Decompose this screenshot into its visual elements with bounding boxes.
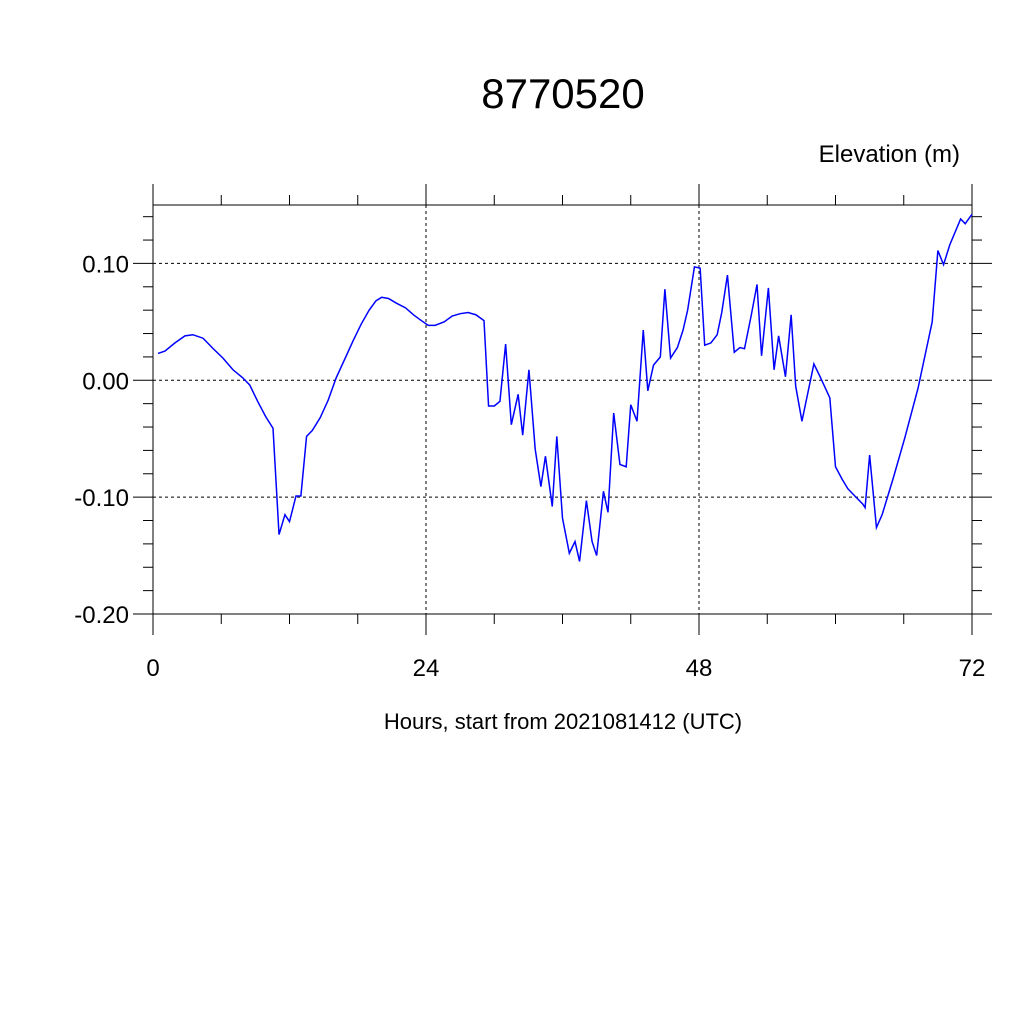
x-tick-label: 72 [959,655,986,682]
y-axis-label: Elevation (m) [819,141,960,168]
y-tick-label: -0.20 [74,602,129,629]
y-tick-label: 0.00 [82,368,129,395]
chart-title: 8770520 [481,70,645,117]
x-tick-label: 0 [146,655,159,682]
y-tick-label: 0.10 [82,251,129,278]
x-axis-label: Hours, start from 2021081412 (UTC) [384,709,742,734]
data-line [157,213,973,562]
x-tick-label: 48 [686,655,713,682]
y-tick-label: -0.10 [74,485,129,512]
x-tick-label: 24 [413,655,440,682]
